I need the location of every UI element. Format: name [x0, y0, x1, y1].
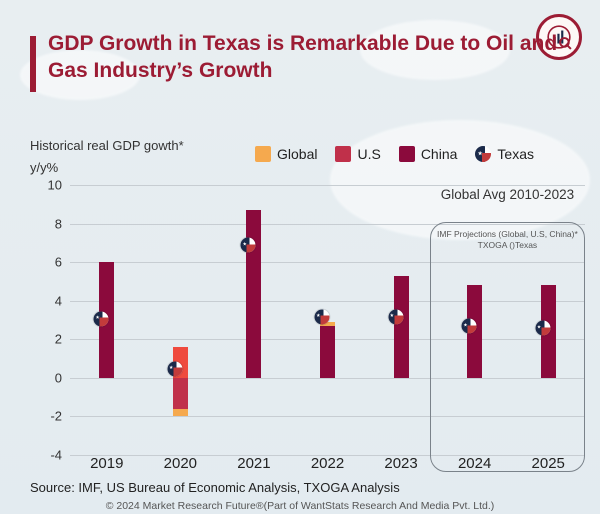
- legend-label-texas: Texas: [497, 146, 534, 162]
- 2022-texas-marker[interactable]: [315, 309, 330, 324]
- 2021-texas-marker[interactable]: [241, 238, 256, 253]
- legend-label-us: U.S: [357, 146, 380, 162]
- y-tick-8: 8: [30, 216, 62, 231]
- legend-label-china: China: [421, 146, 458, 162]
- 2022-china-bar[interactable]: [320, 326, 335, 378]
- 2020-texas-marker[interactable]: [167, 361, 182, 376]
- legend-item-global[interactable]: Global: [255, 146, 317, 162]
- us-legend-swatch: [335, 146, 351, 162]
- 2019-texas-marker[interactable]: [94, 311, 109, 326]
- 2023-china-bar[interactable]: [394, 276, 409, 378]
- 2020-us-bar[interactable]: [173, 378, 188, 409]
- 2023-texas-marker[interactable]: [388, 309, 403, 324]
- copyright-text: © 2024 Market Research Future®(Part of W…: [0, 500, 600, 512]
- page-title: GDP Growth in Texas is Remarkable Due to…: [48, 30, 568, 85]
- bar-group-2020[interactable]: [149, 185, 211, 455]
- legend-item-us[interactable]: U.S: [335, 146, 380, 162]
- chart-subtitle: Historical real GDP gowth*: [30, 138, 184, 153]
- x-axis-label-2020: 2020: [149, 455, 211, 472]
- global-legend-swatch: [255, 146, 271, 162]
- y-axis-label: y/y%: [30, 160, 58, 175]
- texas-legend-icon: [475, 146, 491, 162]
- y-tick-0: 0: [30, 370, 62, 385]
- projection-box-note: IMF Projections (Global, U.S, China)* TX…: [431, 229, 584, 251]
- legend-item-china[interactable]: China: [399, 146, 458, 162]
- y-tick-2: 2: [30, 332, 62, 347]
- legend-label-global: Global: [277, 146, 317, 162]
- y-tick-10: 10: [30, 178, 62, 193]
- x-axis-label-2021: 2021: [223, 455, 285, 472]
- title-accent-bar: [30, 36, 36, 92]
- x-axis-label-2022: 2022: [297, 455, 359, 472]
- y-tick-4: 4: [30, 293, 62, 308]
- y-tick-6: 6: [30, 255, 62, 270]
- 2021-china-bar[interactable]: [246, 210, 261, 378]
- y-tick--2: -2: [30, 409, 62, 424]
- projection-highlight-box[interactable]: Global Avg 2010-2023 IMF Projections (Gl…: [430, 222, 585, 472]
- projection-box-title: Global Avg 2010-2023: [431, 187, 584, 202]
- x-axis-label-2023: 2023: [370, 455, 432, 472]
- x-axis-label-2019: 2019: [76, 455, 138, 472]
- source-text: Source: IMF, US Bureau of Economic Analy…: [30, 480, 400, 495]
- chart-legend: Global U.S China Texas: [255, 146, 534, 162]
- china-legend-swatch: [399, 146, 415, 162]
- report-page: GDP Growth in Texas is Remarkable Due to…: [0, 0, 600, 514]
- bar-group-2021[interactable]: [223, 185, 285, 455]
- legend-item-texas[interactable]: Texas: [475, 146, 534, 162]
